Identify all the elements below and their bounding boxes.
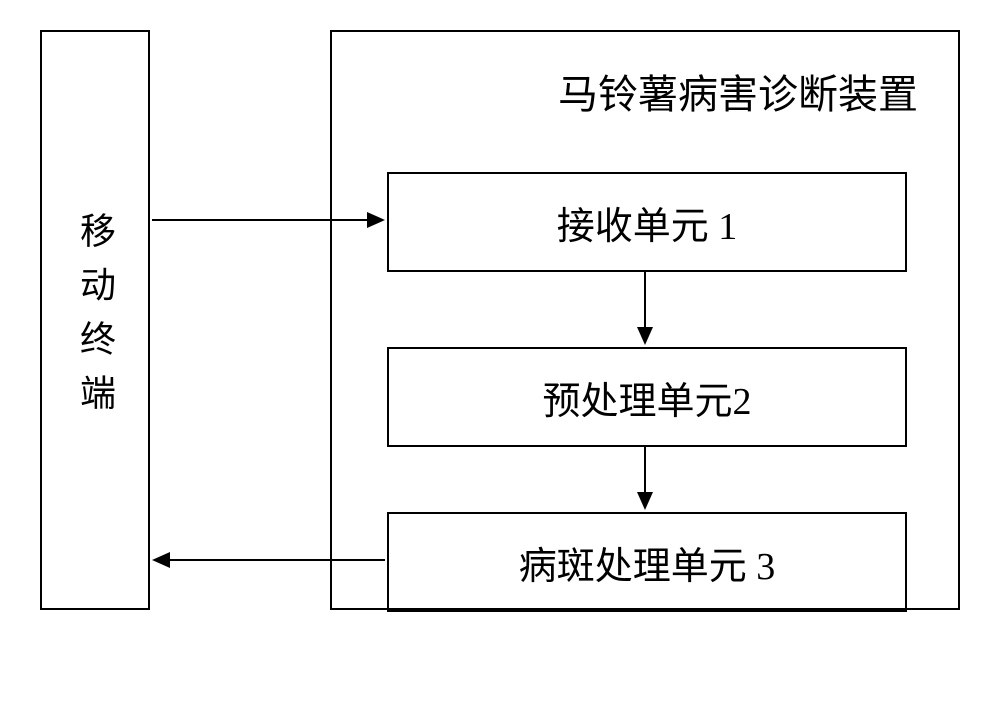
diagram-container: 移动终端 马铃薯病害诊断装置 接收单元 1 预处理单元2 病斑处理单元 3 (40, 30, 960, 610)
mobile-terminal-box: 移动终端 (40, 30, 150, 610)
receiving-unit-label: 接收单元 1 (557, 195, 738, 250)
receiving-unit-box: 接收单元 1 (387, 172, 907, 272)
diagnosis-device-title: 马铃薯病害诊断装置 (558, 62, 918, 120)
preprocessing-unit-label: 预处理单元2 (542, 370, 751, 425)
preprocessing-unit-box: 预处理单元2 (387, 347, 907, 447)
lesion-processing-unit-box: 病斑处理单元 3 (387, 512, 907, 612)
mobile-terminal-label: 移动终端 (77, 212, 113, 428)
lesion-processing-unit-label: 病斑处理单元 3 (519, 535, 776, 590)
